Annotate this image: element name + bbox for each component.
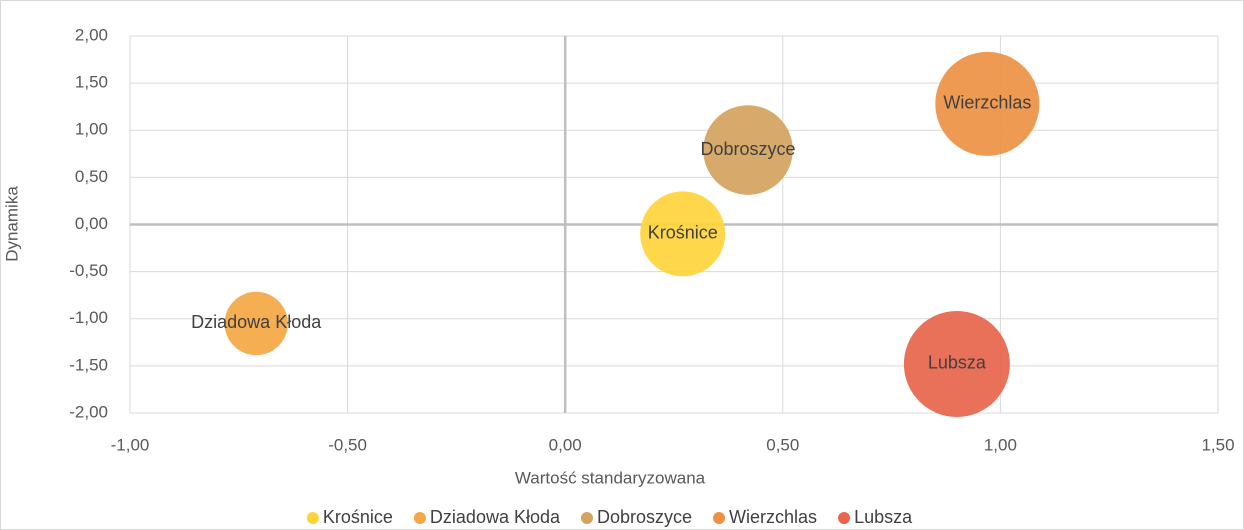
y-tick-label: 0,50	[75, 167, 108, 186]
data-label: Wierzchlas	[943, 93, 1031, 113]
data-label: Krośnice	[648, 223, 718, 243]
bubble	[903, 310, 1010, 417]
data-label: Lubsza	[928, 353, 987, 373]
y-tick-label: -1,00	[69, 308, 108, 327]
legend-marker	[413, 512, 426, 524]
y-tick-label: -2,00	[69, 402, 108, 421]
x-tick-label: 1,50	[1201, 435, 1234, 454]
x-axis-title: Wartość standaryzowana	[515, 468, 706, 487]
data-label: Dziadowa Kłoda	[191, 312, 322, 332]
x-tick-label: 0,00	[549, 435, 582, 454]
y-tick-label: -0,50	[69, 261, 108, 280]
x-tick-label: -0,50	[328, 435, 367, 454]
y-tick-label: 2,00	[75, 25, 108, 44]
data-label: Dobroszyce	[700, 139, 795, 159]
x-tick-label: 0,50	[766, 435, 799, 454]
y-tick-label: 1,00	[75, 120, 108, 139]
legend-label: Wierzchlas	[729, 507, 817, 527]
bubble	[703, 105, 793, 195]
y-tick-label: 1,50	[75, 73, 108, 92]
bubble	[640, 191, 726, 277]
legend-label: Dziadowa Kłoda	[430, 507, 561, 527]
y-tick-label: -1,50	[69, 355, 108, 374]
x-tick-label: 1,00	[984, 435, 1017, 454]
legend-marker	[713, 512, 726, 524]
legend-label: Lubsza	[854, 507, 913, 527]
legend-label: Dobroszyce	[597, 507, 692, 527]
y-axis-title: Dynamika	[2, 186, 21, 262]
legend-marker	[306, 512, 319, 524]
legend-marker	[838, 512, 851, 524]
bubble	[935, 51, 1040, 156]
legend-label: Krośnice	[323, 507, 393, 527]
x-tick-label: -1,00	[111, 435, 150, 454]
y-tick-label: 0,00	[75, 214, 108, 233]
bubble	[224, 291, 288, 356]
legend-marker	[581, 512, 593, 524]
